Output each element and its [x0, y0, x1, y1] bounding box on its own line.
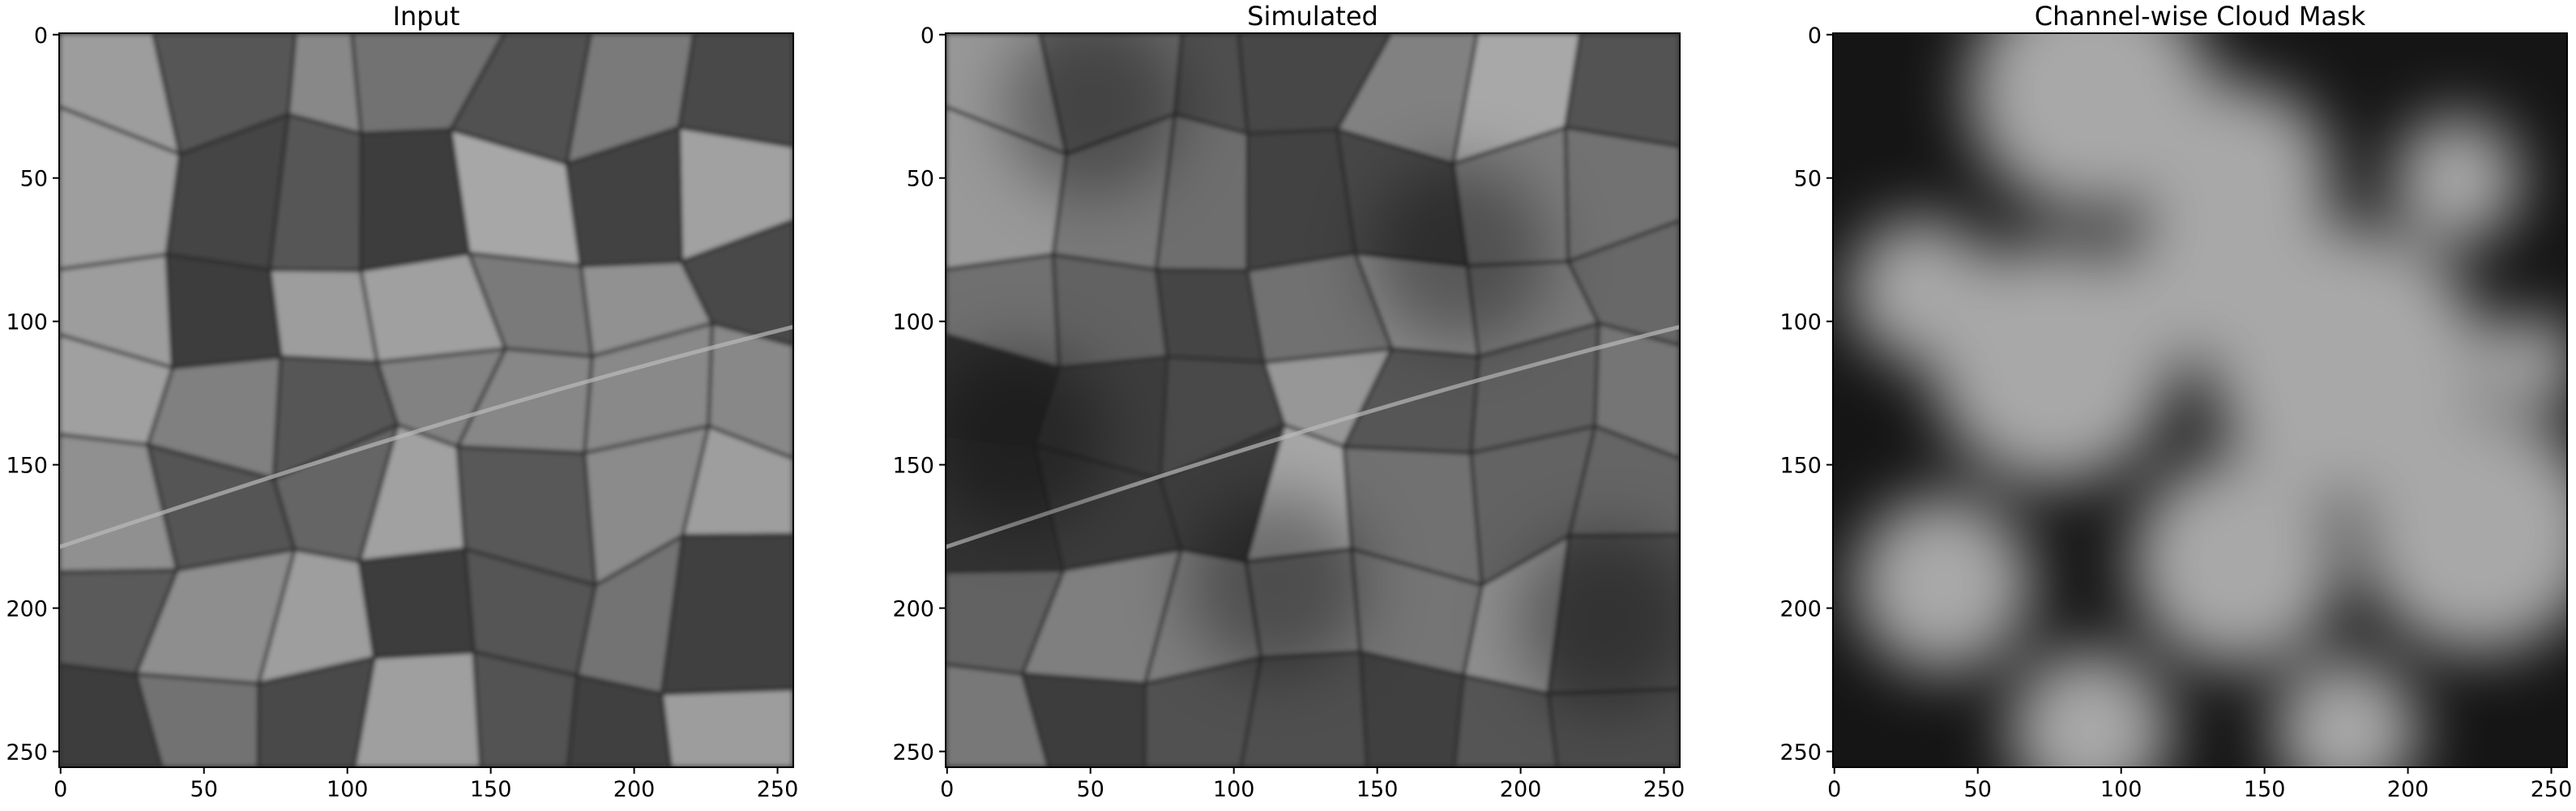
- field: [256, 655, 377, 767]
- y-tick-label: 150: [1779, 454, 1822, 479]
- y-tick-label: 50: [20, 167, 48, 192]
- field: [1358, 650, 1466, 767]
- x-tick-label: 150: [2244, 777, 2286, 802]
- cloud: [2131, 456, 2343, 668]
- y-tick-label: 100: [1779, 310, 1822, 335]
- y-tick-label: 250: [6, 741, 48, 766]
- cloud: [2392, 115, 2523, 245]
- x-tick-label: 150: [1356, 777, 1399, 802]
- cloud: [1853, 494, 2032, 673]
- cloud: [2357, 411, 2567, 655]
- field: [1020, 672, 1147, 767]
- axes-frame: [58, 32, 794, 768]
- x-tick-label: 50: [190, 777, 218, 802]
- x-tick-label: 100: [327, 777, 369, 802]
- shadows: [946, 33, 1680, 710]
- panel-title: Input: [393, 1, 460, 32]
- x-tick-label: 200: [2387, 777, 2429, 802]
- x-tick-label: 250: [757, 777, 799, 802]
- y-tick-label: 0: [1808, 23, 1822, 49]
- y-tick-label: 0: [921, 23, 934, 49]
- road: [59, 324, 793, 549]
- y-tick-label: 200: [1779, 597, 1822, 622]
- y-tick-label: 150: [6, 454, 48, 479]
- image: [59, 33, 793, 767]
- field: [566, 673, 673, 767]
- y-tick-label: 0: [34, 23, 48, 49]
- x-tick-label: 250: [2531, 777, 2573, 802]
- field: [680, 424, 793, 538]
- cloud: [2274, 657, 2420, 767]
- y-tick-label: 100: [6, 310, 48, 335]
- y-tick-label: 250: [1779, 741, 1822, 766]
- fields: [59, 33, 793, 767]
- field: [1143, 655, 1263, 767]
- cloud: [2481, 314, 2567, 412]
- y-tick-label: 250: [892, 741, 934, 766]
- image: [946, 33, 1680, 767]
- clouds: [1848, 33, 2567, 767]
- x-tick-label: 100: [2100, 777, 2142, 802]
- x-tick-label: 150: [470, 777, 512, 802]
- field: [679, 219, 793, 348]
- field: [677, 33, 793, 148]
- field: [1566, 424, 1680, 538]
- field: [946, 663, 1051, 767]
- field: [1563, 33, 1680, 148]
- x-tick-label: 200: [613, 777, 656, 802]
- field: [267, 267, 380, 365]
- field: [1051, 252, 1169, 370]
- field: [472, 650, 579, 767]
- field: [352, 650, 483, 767]
- panel-title: Simulated: [1247, 1, 1378, 32]
- cloud: [2112, 217, 2258, 364]
- field: [660, 687, 793, 767]
- image: [1833, 33, 2567, 767]
- y-tick-label: 200: [6, 597, 48, 622]
- field: [1563, 125, 1680, 264]
- y-tick-label: 100: [892, 310, 934, 335]
- cloud: [1848, 217, 1994, 364]
- field: [59, 663, 164, 767]
- field: [357, 547, 476, 659]
- cloud-shadow: [1003, 33, 1182, 196]
- cloud: [2009, 649, 2172, 767]
- field: [164, 252, 283, 370]
- cloud-shadow: [946, 348, 1109, 527]
- y-tick-label: 150: [892, 454, 934, 479]
- x-tick-label: 200: [1500, 777, 1542, 802]
- cloud-shadow: [1186, 494, 1365, 673]
- axes-frame: [945, 32, 1681, 768]
- y-tick-label: 50: [1794, 167, 1822, 192]
- cloud-shadow: [1370, 164, 1549, 343]
- y-tick-label: 200: [892, 597, 934, 622]
- field: [1593, 321, 1680, 461]
- x-tick-label: 0: [1827, 777, 1841, 802]
- x-tick-label: 0: [940, 777, 954, 802]
- x-tick-label: 50: [1077, 777, 1104, 802]
- panel-title: Channel-wise Cloud Mask: [2035, 1, 2366, 32]
- field: [1452, 673, 1559, 767]
- cloud-shadow: [1517, 531, 1680, 710]
- x-tick-label: 0: [53, 777, 67, 802]
- x-tick-label: 100: [1213, 777, 1255, 802]
- x-tick-label: 50: [1964, 777, 1992, 802]
- axes-frame: [1832, 32, 2568, 768]
- field: [707, 321, 793, 461]
- x-tick-label: 250: [1643, 777, 1685, 802]
- field: [677, 125, 793, 264]
- y-tick-label: 50: [907, 167, 934, 192]
- field: [1566, 219, 1680, 348]
- field: [1154, 267, 1267, 365]
- field: [134, 672, 261, 767]
- field: [660, 533, 793, 696]
